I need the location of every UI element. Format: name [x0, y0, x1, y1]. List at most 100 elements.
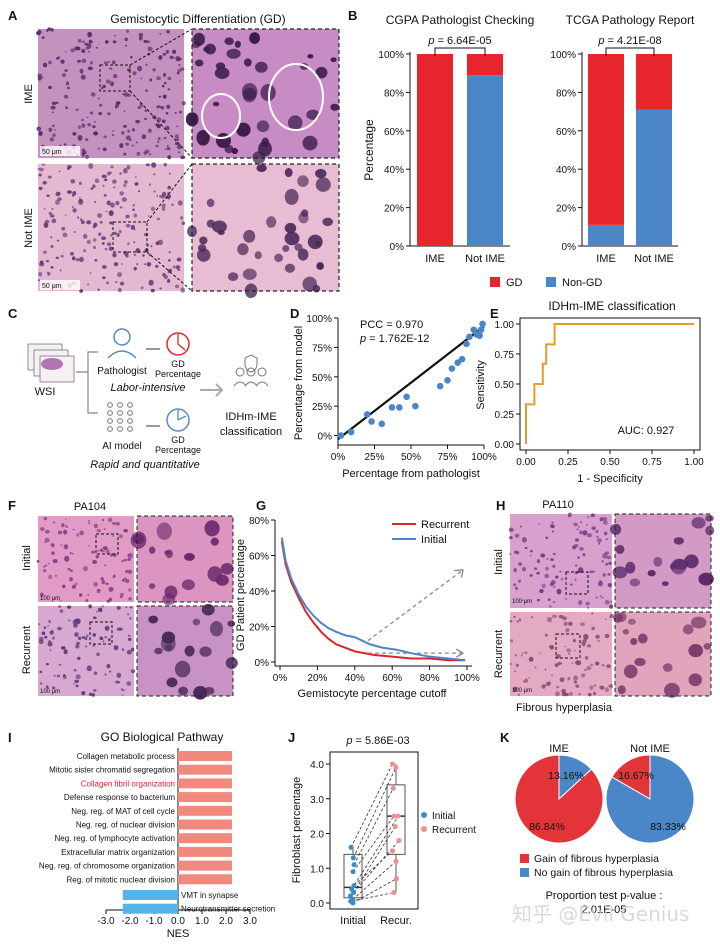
nucleus — [161, 119, 166, 123]
gd-pct-label: GD — [171, 359, 185, 369]
nucleus — [227, 272, 239, 282]
y-axis-label: Percentage — [362, 119, 376, 181]
nucleus — [315, 168, 327, 179]
he-f-initial-zoom — [130, 516, 234, 606]
nucleus — [121, 560, 125, 563]
nucleus — [59, 144, 62, 147]
nucleus — [63, 544, 69, 550]
nucleus — [77, 125, 82, 130]
nucleus — [307, 234, 323, 250]
nucleus — [123, 558, 127, 562]
nucleus — [90, 92, 96, 97]
nucleus — [85, 645, 88, 648]
nucleus — [284, 188, 299, 205]
nucleus — [124, 180, 128, 184]
nucleus — [130, 531, 147, 549]
nucleus — [128, 637, 132, 642]
nucleus — [65, 524, 69, 528]
nucleus — [243, 58, 252, 67]
nucleus — [113, 231, 117, 235]
nucleus — [217, 230, 225, 236]
nucleus — [165, 549, 174, 559]
nucleus — [52, 686, 56, 690]
nucleus — [509, 639, 514, 643]
x-tick-label: 3.0 — [243, 916, 257, 927]
nucleus — [576, 528, 579, 531]
nucleus — [58, 170, 61, 173]
nucleus — [117, 287, 122, 293]
nucleus — [36, 126, 42, 132]
nucleus — [601, 664, 605, 667]
nucleus — [598, 542, 601, 545]
x-tick-label: IME — [596, 253, 616, 265]
nucleus — [571, 662, 574, 664]
point-initial — [351, 862, 357, 868]
nucleus — [142, 254, 145, 257]
nucleus — [177, 200, 183, 206]
nucleus — [38, 186, 43, 191]
point-recurrent — [396, 837, 402, 843]
nucleus — [145, 63, 148, 67]
nucleus — [549, 645, 555, 650]
nucleus — [530, 616, 534, 619]
scatter-point — [412, 402, 419, 410]
nucleus — [54, 128, 57, 131]
point-recurrent — [391, 890, 397, 896]
nucleus — [156, 217, 161, 221]
y-axis-label: GD Patient percentage — [235, 539, 247, 651]
nucleus — [102, 84, 107, 88]
nucleus — [115, 200, 120, 206]
legend-label: Non-GD — [562, 277, 602, 289]
scatter-point — [363, 411, 371, 418]
ai-node — [107, 418, 113, 424]
nucleus — [566, 648, 572, 653]
scatter-point — [388, 404, 396, 411]
nucleus — [92, 644, 96, 647]
nucleus — [162, 52, 167, 56]
nucleus — [75, 683, 78, 686]
scalebar-label: 100 μm — [40, 689, 60, 695]
nucleus — [509, 662, 512, 666]
nucleus — [155, 241, 160, 246]
nucleus — [166, 145, 169, 147]
nucleus — [87, 283, 90, 286]
panel-letter-G: G — [256, 498, 266, 513]
plot-frame — [329, 751, 419, 910]
pathway-label: Reg. of mitotic nuclear division — [67, 875, 176, 884]
arrow-head — [454, 569, 464, 578]
nucleus — [77, 38, 82, 43]
nucleus — [101, 265, 107, 269]
nucleus — [105, 549, 110, 555]
nucleus — [515, 663, 520, 667]
legend-label: Initial — [421, 534, 447, 546]
y-tick-label: 0% — [390, 242, 405, 253]
nucleus — [56, 239, 60, 242]
pathway-label: Neg. reg. of nuclear division — [76, 821, 175, 830]
annotation-arrow — [367, 569, 464, 642]
nucleus — [529, 549, 534, 553]
nucleus — [705, 514, 714, 522]
nucleus — [688, 673, 702, 687]
x-tick-label: 0.25 — [558, 457, 578, 468]
nucleus — [50, 543, 55, 547]
nucleus — [189, 113, 199, 124]
chart-title: CGPA Pathologist Checking — [386, 13, 535, 27]
nucleus — [225, 657, 238, 669]
scalebar-label: 100 μm — [512, 599, 532, 605]
nucleus — [596, 535, 599, 538]
nucleus — [93, 582, 98, 587]
point-recurrent — [389, 761, 395, 767]
nucleus — [176, 71, 180, 75]
nucleus — [540, 553, 546, 558]
zoom-frame — [614, 611, 712, 697]
nucleus — [45, 662, 49, 666]
nucleus — [38, 623, 41, 626]
nucleus — [112, 535, 115, 537]
nucleus — [568, 691, 573, 696]
nucleus — [551, 674, 554, 677]
nucleus — [38, 639, 44, 645]
nucleus — [109, 221, 113, 225]
nucleus — [86, 220, 92, 225]
nucleus — [108, 597, 113, 602]
nucleus — [137, 106, 141, 110]
